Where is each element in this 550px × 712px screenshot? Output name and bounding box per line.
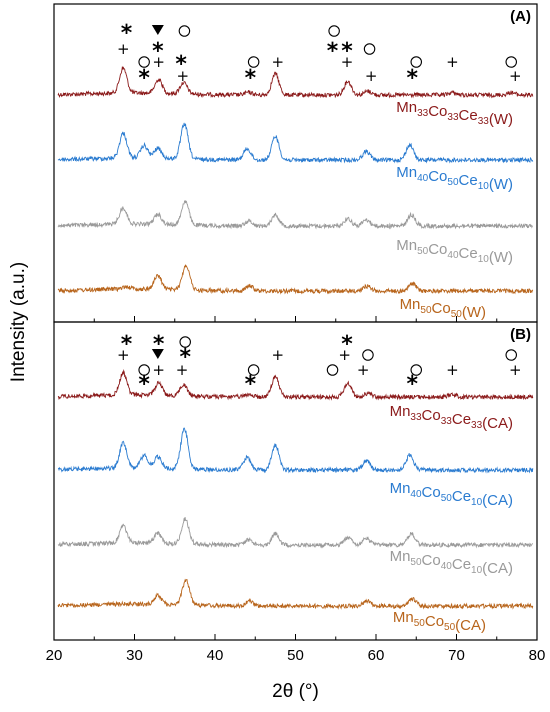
phase-marker-star-0-11: * — [245, 66, 257, 91]
phase-marker-plus-1-14: + — [338, 346, 351, 364]
phase-marker-circle-0-7 — [178, 25, 191, 37]
phase-marker-circle-1-5 — [138, 364, 150, 376]
trace-label-0-0: Mn33Co33Ce33(W) — [396, 99, 513, 128]
phase-marker-plus-1-1: + — [117, 346, 130, 364]
xrd-trace-1-2 — [57, 516, 534, 549]
xrd-trace-1-0 — [57, 369, 534, 401]
phase-marker-circle-0-5 — [138, 56, 150, 68]
x-tick-label-70: 70 — [448, 647, 465, 664]
x-tick-label-40: 40 — [207, 647, 224, 664]
phase-marker-star-0-15: * — [341, 39, 353, 64]
phase-marker-circle-1-7 — [179, 336, 191, 348]
phase-marker-star-0-0: * — [121, 21, 133, 46]
phase-marker-circle-0-17 — [363, 43, 376, 55]
trace-label-1-3: Mn50Co50(CA) — [393, 609, 486, 634]
trace-label-0-2: Mn50Co40Ce10(W) — [396, 237, 513, 266]
phase-marker-circle-1-16 — [362, 349, 374, 361]
phase-marker-star-1-0: * — [121, 332, 133, 357]
phase-marker-plus-1-4: + — [152, 361, 165, 379]
phase-marker-star-0-8: * — [175, 52, 187, 77]
phase-marker-plus-0-23: + — [509, 67, 522, 85]
xrd-trace-0-3 — [57, 264, 534, 295]
phase-marker-plus-1-20: + — [446, 361, 459, 379]
xrd-trace-0-2 — [57, 200, 533, 230]
phase-markers-layer: *+ *+**+ *+ * *++ *++*+ *+**+*+ *++*+ + — [117, 21, 522, 397]
x-tick-label-20: 20 — [46, 647, 63, 664]
x-tick-label-60: 60 — [368, 647, 385, 664]
xrd-trace-1-3 — [57, 578, 534, 610]
phase-marker-circle-0-22 — [505, 56, 517, 68]
trace-label-0-1: Mn40Co50Ce10(W) — [396, 164, 513, 193]
xrd-trace-0-1 — [57, 122, 534, 164]
phase-marker-star-1-19: * — [406, 372, 418, 397]
phase-marker-triangle-1-3 — [151, 349, 164, 359]
phase-marker-circle-0-19 — [410, 56, 422, 68]
x-tick-label-80: 80 — [529, 647, 546, 664]
phase-marker-star-0-14: * — [327, 39, 339, 64]
phase-marker-star-0-20: * — [406, 66, 418, 91]
phase-marker-star-0-3: * — [152, 39, 164, 64]
axes-layer: (A) (B) 20 30 40 50 60 70 80 2θ (°) Intensity (a.u… — [8, 3, 546, 702]
phase-marker-plus-0-9: + — [177, 67, 190, 85]
phase-marker-triangle-0-2 — [151, 25, 164, 35]
xrd-trace-1-1 — [57, 427, 534, 474]
phase-marker-plus-0-21: + — [446, 53, 459, 71]
phase-marker-plus-1-12: + — [272, 346, 285, 364]
phase-marker-circle-0-13 — [328, 25, 340, 37]
phase-marker-plus-1-22: + — [509, 361, 522, 379]
phase-marker-star-1-6: * — [138, 372, 150, 397]
xrd-trace-0-0 — [57, 65, 534, 99]
phase-marker-circle-1-15 — [326, 364, 339, 376]
phase-marker-plus-1-17: + — [357, 361, 370, 379]
panel-label-1: (B) — [510, 326, 531, 343]
phase-marker-circle-1-21 — [505, 349, 517, 361]
phase-marker-star-1-8: * — [179, 345, 191, 370]
phase-marker-plus-0-1: + — [117, 40, 130, 58]
phase-marker-plus-0-16: + — [341, 53, 354, 71]
y-axis-title: Intensity (a.u.) — [8, 262, 29, 382]
panel-frame-b — [53, 321, 538, 641]
panel-label-0: (A) — [510, 8, 531, 25]
phase-marker-star-0-6: * — [138, 66, 150, 91]
phase-marker-circle-0-10 — [247, 56, 260, 68]
phase-marker-circle-1-10 — [247, 364, 260, 376]
traces-layer — [57, 65, 534, 610]
x-tick-label-30: 30 — [126, 647, 143, 664]
phase-marker-plus-0-12: + — [272, 53, 285, 71]
trace-label-0-3: Mn50Co50(W) — [400, 296, 486, 321]
trace-labels-layer: Mn33Co33Ce33(W) Mn40Co50Ce10(W) Mn50Co40Ce… — [390, 99, 513, 634]
trace-label-1-1: Mn40Co50Ce10(CA) — [390, 480, 513, 509]
trace-label-1-2: Mn50Co40Ce10(CA) — [390, 548, 513, 577]
x-tick-label-50: 50 — [287, 647, 304, 664]
x-axis-title: 2θ (°) — [272, 681, 319, 702]
phase-marker-star-1-11: * — [245, 372, 257, 397]
phase-marker-star-1-13: * — [341, 332, 353, 357]
trace-label-1-0: Mn33Co33Ce33(CA) — [390, 403, 513, 432]
phase-marker-plus-0-4: + — [152, 53, 165, 71]
phase-marker-circle-1-18 — [410, 364, 422, 376]
phase-marker-plus-0-18: + — [365, 67, 378, 85]
phase-marker-plus-1-9: + — [176, 361, 189, 379]
